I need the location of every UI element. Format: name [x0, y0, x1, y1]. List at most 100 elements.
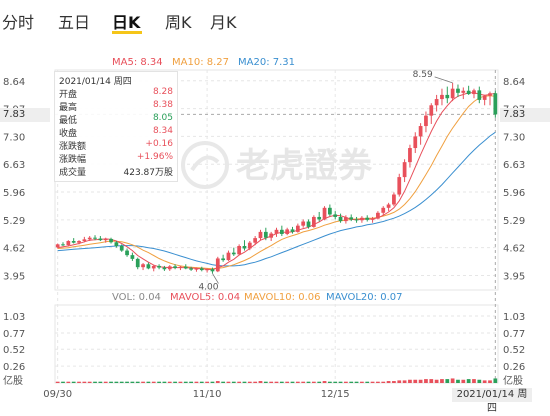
candle-body [119, 246, 124, 251]
volume-bar [178, 381, 183, 383]
candle-body [242, 246, 247, 249]
tab-weekly-k[interactable]: 周K [165, 13, 192, 32]
volume-bar [365, 381, 370, 383]
candle-body [317, 216, 322, 220]
volume-tick-label-right: 0.26 [503, 362, 525, 373]
candle-body [477, 90, 482, 100]
tab-daily-k[interactable]: 日K [112, 13, 141, 32]
candle-body [354, 219, 359, 221]
candle-body [450, 88, 455, 99]
volume-bar [413, 379, 418, 383]
volume-bar [61, 381, 65, 383]
volume-bar [434, 379, 439, 383]
volume-tick-label-left: 0.26 [3, 362, 25, 373]
volume-bar [66, 381, 71, 383]
volume-bar [306, 381, 311, 383]
y-tick-label-right: 5.29 [503, 216, 525, 227]
candle-body [55, 244, 60, 248]
info-row-close: 收盘 8.34 [59, 126, 173, 139]
y-tick-label-right: 8.64 [503, 77, 525, 88]
candle-body [269, 233, 274, 238]
y-tick-label-right: 6.63 [503, 160, 525, 171]
tab-monthly-k[interactable]: 月K [210, 13, 237, 32]
candle-body [263, 231, 268, 238]
candle-body [279, 229, 284, 234]
candle-body [360, 217, 364, 221]
ma10-legend: MA10: 8.27 [172, 57, 230, 68]
volume-bar [424, 379, 428, 383]
volume-bar [477, 379, 482, 383]
volume-tick-label-right: 0.52 [503, 345, 525, 356]
volume-bar [317, 381, 322, 383]
volume-bar [183, 381, 188, 383]
max-price-leader [434, 76, 453, 84]
candle-body [66, 241, 71, 246]
y-tick-label-left: 4.62 [3, 244, 25, 255]
mavol5-legend: MAVOL5: 0.04 [170, 292, 241, 303]
info-label: 开盘 [59, 90, 78, 100]
candle-body [322, 207, 327, 220]
volume-bar [221, 381, 225, 383]
candle-body [167, 266, 172, 270]
min-price-label: 4.00 [198, 282, 218, 292]
volume-bar [98, 381, 103, 383]
min-price-leader [212, 273, 219, 284]
volume-bar [173, 381, 177, 383]
volume-bar [82, 381, 87, 383]
candle-body [488, 93, 492, 96]
tab-five-day[interactable]: 五日 [58, 13, 91, 32]
ma10-line [57, 95, 496, 270]
volume-bar [322, 381, 327, 383]
volume-bar [103, 381, 108, 383]
candle-body [344, 217, 348, 222]
volume-bar [285, 381, 290, 383]
candle-body [141, 264, 145, 268]
candle-body [71, 241, 76, 243]
vol-legend: VOL: 0.04 [112, 292, 161, 303]
candle-body [440, 94, 444, 100]
active-tab-indicator [112, 31, 142, 34]
volume-bar [328, 381, 332, 383]
candle-body [157, 265, 161, 268]
candle-body [301, 221, 306, 226]
y-tick-label-left: 8.64 [3, 77, 25, 88]
x-tick-label: 09/30 [43, 389, 72, 400]
volume-bar [199, 381, 204, 383]
candle-body [130, 255, 135, 259]
ma5-legend: MA5: 8.34 [112, 57, 163, 68]
info-row-change: 涨跌额 +0.16 [59, 139, 173, 152]
tab-intraday[interactable]: 分时 [2, 13, 35, 32]
candle-body [226, 252, 231, 261]
volume-bar [338, 381, 343, 383]
volume-bar [274, 381, 279, 383]
candle-body [98, 238, 103, 241]
volume-bar [349, 381, 354, 383]
candle-body [392, 194, 396, 205]
volume-bar [215, 381, 220, 383]
volume-bar [408, 379, 412, 383]
candle-body [247, 242, 252, 249]
candle-body [429, 105, 434, 116]
ohlc-info-panel: 2021/01/14 周四 开盘 8.28 最高 8.38 最低 8.05 收盘… [54, 71, 178, 182]
volume-bar [125, 381, 129, 383]
volume-bar [381, 381, 386, 383]
info-date: 2021/01/14 周四 [59, 77, 132, 87]
volume-bar [493, 378, 498, 383]
info-label: 涨跌额 [59, 142, 87, 152]
info-value: 8.05 [152, 113, 173, 123]
info-label: 最高 [59, 103, 78, 113]
crosshair-date-badge: 2021/01/14 周四 [452, 388, 532, 414]
volume-bar [269, 381, 274, 383]
info-label: 最低 [59, 116, 78, 126]
volume-tick-label-left: 0.52 [3, 345, 25, 356]
candle-body [253, 238, 258, 243]
candle-body [82, 239, 87, 242]
volume-bar [450, 378, 455, 383]
y-tick-label-left: 3.95 [3, 271, 25, 282]
candle-body [306, 221, 311, 227]
volume-bar [344, 381, 348, 383]
candle-body [386, 204, 391, 208]
candle-body [189, 268, 193, 270]
volume-bar [162, 381, 167, 383]
